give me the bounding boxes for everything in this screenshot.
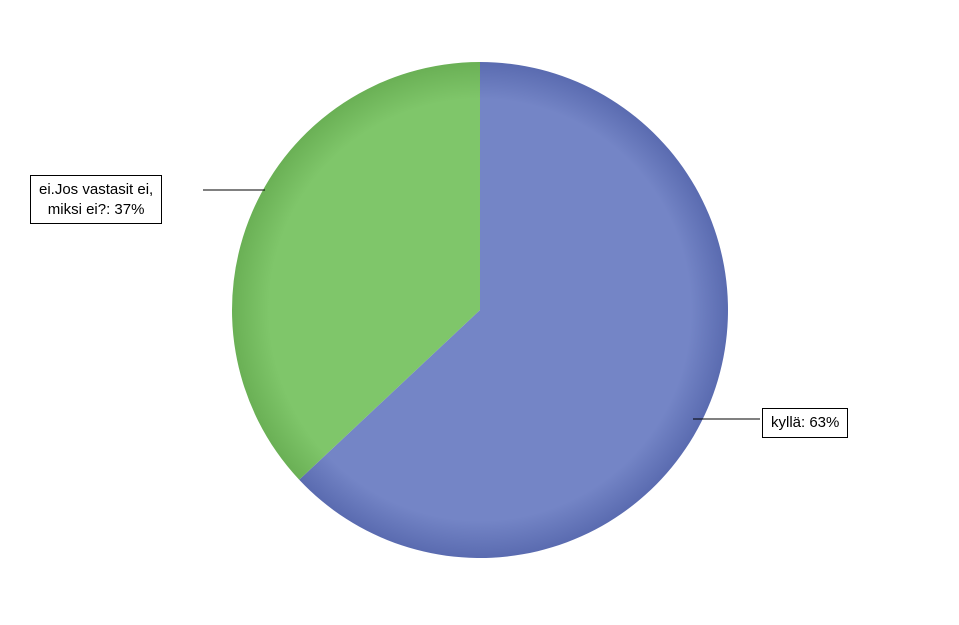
slice-label-1: ei.Jos vastasit ei,miksi ei?: 37% — [30, 175, 162, 224]
slice-label-line2: miksi ei?: 37% — [39, 200, 153, 220]
pie-chart-container: kyllä: 63% ei.Jos vastasit ei,miksi ei?: … — [0, 0, 959, 625]
slice-label-0: kyllä: 63% — [762, 408, 848, 438]
slice-label-line1: ei.Jos vastasit ei, — [39, 180, 153, 200]
pie-chart-svg — [0, 0, 959, 625]
